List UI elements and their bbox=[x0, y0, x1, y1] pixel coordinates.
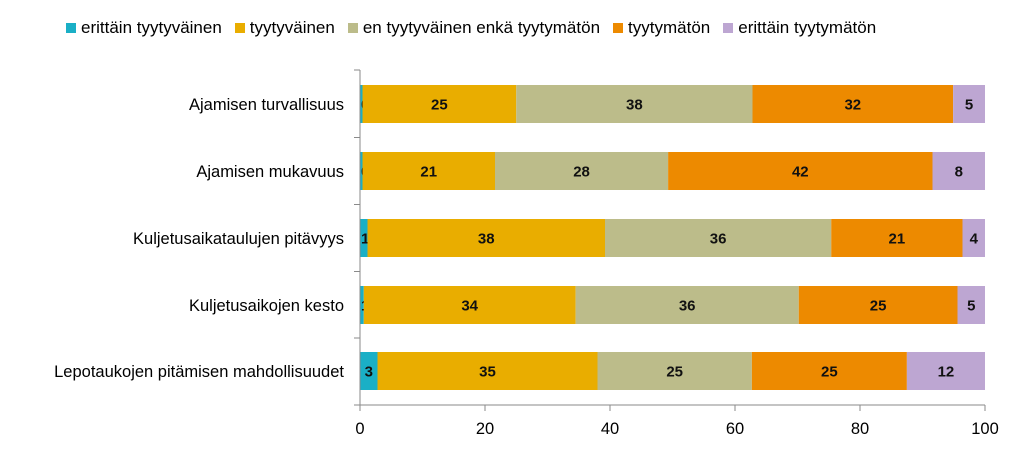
data-label: 38 bbox=[626, 97, 643, 114]
data-label: 25 bbox=[870, 298, 887, 315]
bar-segment bbox=[367, 219, 605, 257]
bar-segment bbox=[377, 352, 598, 390]
data-label: 21 bbox=[889, 231, 906, 248]
legend-swatch bbox=[234, 23, 245, 33]
x-tick-label: 80 bbox=[851, 420, 869, 438]
data-label: 5 bbox=[965, 97, 973, 114]
category-label: Lepotaukojen pitämisen mahdollisuudet bbox=[54, 363, 344, 381]
legend-swatch bbox=[66, 23, 76, 33]
bar-segment bbox=[906, 352, 985, 390]
bar-segment bbox=[362, 85, 517, 123]
bar-segment bbox=[798, 286, 958, 324]
bar-segment bbox=[363, 286, 576, 324]
legend-swatch bbox=[723, 23, 734, 33]
bars-group: 0253832502128428138362141343625533525251… bbox=[360, 85, 985, 390]
axes-group: Ajamisen turvallisuus Ajamisen mukavuus Ku… bbox=[54, 69, 999, 438]
legend-label: erittäin tyytymätön bbox=[738, 18, 877, 37]
data-label: 32 bbox=[844, 97, 861, 114]
bar-segment bbox=[362, 152, 495, 190]
category-label: Ajamisen turvallisuus bbox=[189, 96, 344, 114]
bar-segment bbox=[957, 286, 985, 324]
bar-segment bbox=[360, 352, 378, 390]
legend-label: tyytyväinen bbox=[249, 18, 335, 37]
bar-segment bbox=[360, 152, 363, 190]
data-label: 12 bbox=[938, 364, 955, 381]
data-label: 36 bbox=[679, 298, 696, 315]
bar-segment bbox=[516, 85, 753, 123]
category-label: Kuljetusaikojen kesto bbox=[189, 297, 344, 315]
bar-segment bbox=[360, 286, 364, 324]
bar-segment bbox=[495, 152, 669, 190]
bar-segment bbox=[575, 286, 799, 324]
bar-segment bbox=[752, 85, 954, 123]
legend-item: en tyytyväinen enkä tyytymätön bbox=[347, 18, 601, 38]
data-label: 4 bbox=[970, 231, 979, 248]
data-label: 28 bbox=[573, 164, 590, 181]
legend: erittäin tyytyväinen tyytyväinen en tyytyv… bbox=[66, 18, 889, 38]
x-tick-label: 60 bbox=[726, 420, 744, 438]
x-tick-label: 100 bbox=[971, 420, 999, 438]
data-label: 25 bbox=[821, 364, 838, 381]
data-label: 25 bbox=[666, 364, 683, 381]
data-label: 35 bbox=[479, 364, 496, 381]
legend-item: erittäin tyytymätön bbox=[723, 18, 876, 38]
legend-item: erittäin tyytyväinen bbox=[66, 18, 222, 38]
bar-segment bbox=[605, 219, 832, 257]
category-label: Ajamisen mukavuus bbox=[196, 163, 344, 181]
data-label: 36 bbox=[710, 231, 727, 248]
data-label: 42 bbox=[792, 164, 809, 181]
legend-swatch bbox=[347, 23, 358, 33]
bar-segment bbox=[668, 152, 933, 190]
bar-segment bbox=[953, 85, 985, 123]
data-label: 3 bbox=[365, 364, 373, 381]
category-label: Kuljetusaikataulujen pitävyys bbox=[133, 230, 344, 248]
data-label: 5 bbox=[967, 298, 975, 315]
legend-label: en tyytyväinen enkä tyytymätön bbox=[362, 18, 601, 37]
legend-label: tyytymätön bbox=[628, 18, 711, 37]
bar-segment bbox=[962, 219, 985, 257]
legend-item: tyytymätön bbox=[613, 18, 710, 38]
bar-segment bbox=[932, 152, 985, 190]
data-label: 1 bbox=[361, 231, 369, 248]
bar-segment bbox=[360, 85, 363, 123]
bar-segment bbox=[831, 219, 963, 257]
bar-segment bbox=[751, 352, 907, 390]
legend-swatch bbox=[613, 23, 624, 33]
data-label: 21 bbox=[420, 164, 437, 181]
bar-segment bbox=[597, 352, 752, 390]
x-tick-label: 20 bbox=[476, 420, 494, 438]
x-tick-label: 0 bbox=[355, 420, 364, 438]
legend-item: tyytyväinen bbox=[234, 18, 335, 38]
data-label: 25 bbox=[431, 97, 448, 114]
data-label: 38 bbox=[478, 231, 495, 248]
x-tick-label: 40 bbox=[601, 420, 619, 438]
data-label: 8 bbox=[955, 164, 963, 181]
bar-segment bbox=[360, 219, 368, 257]
legend-label: erittäin tyytyväinen bbox=[81, 18, 222, 37]
data-label: 34 bbox=[461, 298, 478, 315]
